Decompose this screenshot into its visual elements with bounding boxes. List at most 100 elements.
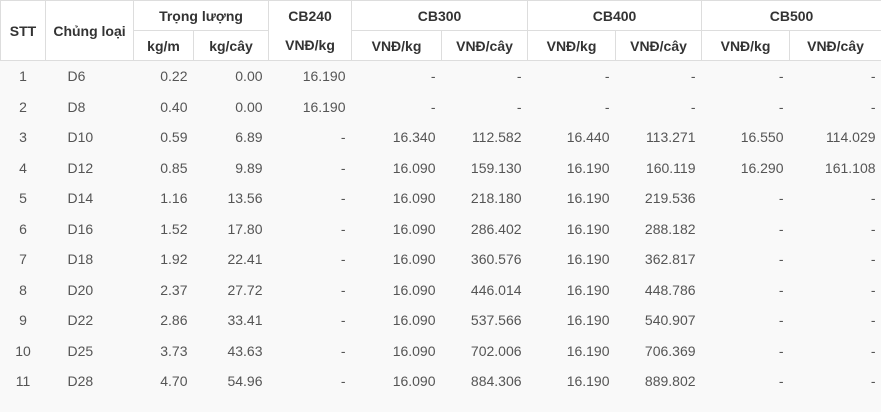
- table-cell: 884.306: [470, 373, 522, 390]
- table-cell: 16.340: [392, 129, 436, 146]
- table-cell: -: [778, 68, 784, 85]
- table-cell: D8: [67, 98, 86, 115]
- table-cell: D22: [67, 312, 94, 329]
- table-cell: 8: [19, 281, 27, 298]
- table-cell: 11: [15, 373, 31, 390]
- table-cell: -: [778, 312, 784, 329]
- table-cell: 706.369: [644, 342, 696, 359]
- table-cell: 288.182: [644, 220, 696, 237]
- table-header: STT Chủng loại Trọng lượng CB240 CB300 C…: [0, 0, 881, 61]
- table-cell: 360.576: [470, 251, 522, 268]
- table-cell: 16.190: [302, 68, 346, 85]
- table-cell: 112.582: [471, 129, 522, 146]
- table-cell: 218.180: [470, 190, 522, 207]
- table-cell: 16.190: [566, 342, 610, 359]
- table-cell: D25: [67, 342, 94, 359]
- table-cell: -: [778, 373, 784, 390]
- table-row: 4 D12 0.85 9.89 - 16.090 159.130 16.190 160.119 1…: [1, 153, 881, 184]
- table-cell: -: [870, 190, 876, 207]
- table-cell: 161.108: [824, 159, 876, 176]
- table-cell: 16.090: [392, 281, 436, 298]
- table-cell: 10: [15, 342, 31, 359]
- table-cell: 1.16: [160, 190, 188, 207]
- header-cell: CB500: [701, 0, 881, 31]
- table-cell: -: [778, 342, 784, 359]
- table-cell: -: [870, 251, 876, 268]
- table-cell: -: [778, 251, 784, 268]
- table-cell: 446.014: [470, 281, 522, 298]
- header-cell: VNĐ/cây: [441, 30, 529, 61]
- table-cell: -: [870, 312, 876, 329]
- table-cell: -: [870, 68, 876, 85]
- table-cell: D18: [67, 251, 94, 268]
- table-cell: 0.22: [160, 68, 188, 85]
- table-cell: 537.566: [470, 312, 522, 329]
- table-cell: -: [340, 190, 346, 207]
- table-cell: 9.89: [235, 159, 263, 176]
- table-row: 7 D18 1.92 22.41 - 16.090 360.576 16.190 362.817…: [1, 244, 881, 275]
- table-cell: 0.00: [235, 68, 263, 85]
- table-cell: 114.029: [825, 129, 876, 146]
- table-cell: -: [870, 342, 876, 359]
- header-cell: Chủng loại: [45, 0, 134, 61]
- table-cell: 16.190: [566, 251, 610, 268]
- table-cell: D28: [67, 373, 94, 390]
- table-cell: 16.090: [392, 373, 436, 390]
- table-cell: -: [690, 68, 696, 85]
- header-cell: CB240: [268, 0, 353, 31]
- table-cell: 702.006: [470, 342, 522, 359]
- table-cell: 0.59: [160, 129, 188, 146]
- table-cell: -: [340, 373, 346, 390]
- table-cell: -: [870, 98, 876, 115]
- table-cell: D6: [67, 68, 86, 85]
- table-cell: 1.92: [160, 251, 188, 268]
- table-cell: -: [778, 190, 784, 207]
- table-cell: 16.190: [566, 281, 610, 298]
- table-cell: 1: [19, 68, 27, 85]
- table-cell: -: [778, 220, 784, 237]
- header-cell: VNĐ/kg: [701, 30, 791, 61]
- table-cell: 16.190: [566, 190, 610, 207]
- table-cell: D14: [67, 190, 94, 207]
- table-cell: -: [430, 68, 436, 85]
- header-cell: STT: [0, 0, 46, 61]
- table-row: 8 D20 2.37 27.72 - 16.090 446.014 16.190 448.786…: [1, 275, 881, 306]
- table-cell: 0.40: [160, 98, 188, 115]
- table-cell: -: [690, 98, 696, 115]
- table-body: 1 D6 0.22 0.00 16.190 - - - - - - 2 D8 0.40 0.00 16.190…: [1, 61, 881, 397]
- table-cell: -: [516, 98, 522, 115]
- table-cell: -: [604, 98, 610, 115]
- table-row: 1 D6 0.22 0.00 16.190 - - - - - -: [1, 61, 881, 92]
- table-cell: 159.130: [470, 159, 522, 176]
- table-cell: 27.72: [227, 281, 263, 298]
- table-cell: 540.907: [644, 312, 696, 329]
- table-cell: 160.119: [645, 159, 696, 176]
- table-cell: -: [340, 220, 346, 237]
- header-cell: kg/cây: [192, 30, 270, 61]
- table-cell: D16: [67, 220, 94, 237]
- header-row: kg/m kg/cây VNĐ/kg VNĐ/kg VNĐ/cây VNĐ/kg VNĐ/c…: [1, 30, 881, 61]
- table-cell: -: [430, 98, 436, 115]
- table-cell: 889.802: [644, 373, 696, 390]
- table-row: 6 D16 1.52 17.80 - 16.090 286.402 16.190 288.182…: [1, 214, 881, 245]
- table-cell: -: [340, 342, 346, 359]
- table-cell: 219.536: [644, 190, 696, 207]
- table-row: 11 D28 4.70 54.96 - 16.090 884.306 16.190 889.80…: [1, 366, 881, 397]
- table-cell: D12: [67, 159, 94, 176]
- table-cell: 16.440: [566, 129, 610, 146]
- price-table: STT Chủng loại Trọng lượng CB240 CB300 C…: [0, 0, 881, 397]
- table-cell: 16.090: [392, 342, 436, 359]
- table-cell: 3: [19, 129, 27, 146]
- table-cell: -: [340, 281, 346, 298]
- table-cell: 16.290: [740, 159, 784, 176]
- table-row: 5 D14 1.16 13.56 - 16.090 218.180 16.190 219.536…: [1, 183, 881, 214]
- table-cell: 2.37: [160, 281, 188, 298]
- table-cell: -: [516, 68, 522, 85]
- table-cell: 0.00: [235, 98, 263, 115]
- table-cell: D10: [67, 129, 94, 146]
- table-cell: -: [778, 98, 784, 115]
- table-cell: 6.89: [235, 129, 263, 146]
- table-cell: -: [870, 373, 876, 390]
- table-cell: -: [870, 281, 876, 298]
- table-cell: 16.090: [392, 312, 436, 329]
